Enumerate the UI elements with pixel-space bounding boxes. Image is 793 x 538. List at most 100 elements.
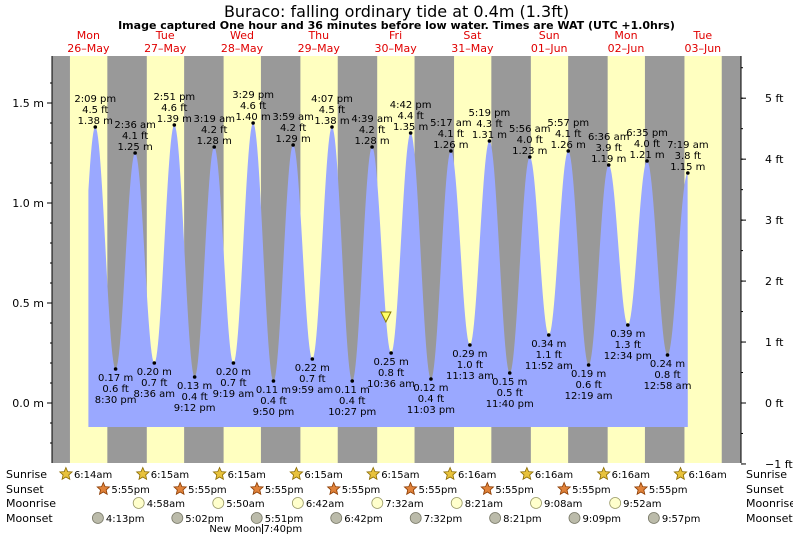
low-tide-feet: 0.5 ft bbox=[497, 388, 523, 399]
day-name: Sun bbox=[539, 29, 560, 42]
sunrise-icon bbox=[289, 466, 304, 481]
sunset-icon bbox=[557, 481, 572, 496]
tide-point bbox=[566, 149, 571, 153]
day-labels-layer: Mon26–MayTue27–MayWed28–MayThu29–MayFri3… bbox=[67, 29, 721, 55]
tide-point bbox=[370, 145, 374, 149]
new-moon-time: 7:40pm bbox=[264, 524, 303, 535]
moonset-icon bbox=[647, 512, 660, 524]
moonrise-icon bbox=[212, 497, 225, 509]
moonset-row-label-right: Moonset bbox=[746, 512, 793, 525]
sunset-time: 5:55pm bbox=[495, 485, 534, 496]
high-tide-feet: 4.5 ft bbox=[319, 105, 345, 116]
tide-point bbox=[192, 375, 197, 379]
sunset-icon bbox=[633, 481, 649, 496]
day-date: 28–May bbox=[221, 42, 264, 55]
high-tide-time: 5:19 pm bbox=[469, 108, 511, 119]
high-tide-metres: 1.29 m bbox=[276, 134, 311, 145]
moonset-time: 9:09pm bbox=[582, 514, 621, 525]
high-tide-metres: 1.38 m bbox=[78, 116, 113, 127]
high-tide-metres: 1.26 m bbox=[433, 140, 468, 151]
sunset-time: 5:55pm bbox=[649, 485, 688, 496]
day-date: 02–Jun bbox=[608, 42, 645, 55]
right-tick-label: 2 ft bbox=[765, 275, 784, 288]
sunset-icon bbox=[173, 481, 188, 496]
tide-point bbox=[449, 149, 453, 153]
sunrise-time: 6:15am bbox=[228, 470, 266, 481]
day-date: 31–May bbox=[451, 42, 494, 55]
tide-point bbox=[626, 323, 630, 327]
high-tide-metres: 1.38 m bbox=[314, 116, 349, 127]
low-tide-metres: 0.25 m bbox=[374, 357, 409, 368]
tide-point bbox=[271, 379, 276, 383]
moonset-icon bbox=[489, 512, 502, 524]
high-tide-feet: 4.6 ft bbox=[240, 101, 266, 112]
tide-point bbox=[113, 367, 118, 371]
low-tide-metres: 0.12 m bbox=[413, 383, 448, 394]
tide-point bbox=[606, 163, 611, 167]
high-tide-feet: 4.2 ft bbox=[280, 123, 306, 134]
tide-point bbox=[310, 357, 315, 361]
sunrise-time: 6:16am bbox=[612, 470, 650, 481]
sunrise-row-label-right: Sunrise bbox=[746, 468, 787, 481]
sunset-row-label-right: Sunset bbox=[746, 483, 784, 496]
moonrise-time: 8:21am bbox=[465, 499, 503, 510]
high-tide-feet: 4.1 ft bbox=[122, 131, 148, 142]
tide-point bbox=[686, 171, 690, 175]
low-tide-metres: 0.17 m bbox=[98, 373, 133, 384]
low-tide-feet: 0.7 ft bbox=[220, 378, 246, 389]
tide-point bbox=[152, 361, 157, 365]
moonset-icon bbox=[171, 512, 184, 524]
sunrise-icon bbox=[442, 466, 458, 481]
low-tide-metres: 0.19 m bbox=[571, 369, 606, 380]
low-tide-feet: 0.4 ft bbox=[418, 394, 444, 405]
moonset-time: 6:42pm bbox=[344, 514, 383, 525]
low-tide-feet: 1.1 ft bbox=[536, 350, 562, 361]
sunrise-time: 6:16am bbox=[535, 470, 573, 481]
tide-point bbox=[133, 151, 137, 155]
axes-layer: 0.0 m 0.5 m 1.0 m 1.5 m −1 ft 0 ft 1 ft 2 ft 3 f… bbox=[12, 56, 793, 471]
moonrise-time: 7:32am bbox=[385, 499, 423, 510]
left-tick-label: 0.5 m bbox=[12, 297, 44, 310]
moonset-icon bbox=[409, 512, 422, 524]
high-tide-feet: 4.6 ft bbox=[161, 103, 187, 114]
high-tide-feet: 4.1 ft bbox=[438, 129, 464, 140]
sunset-row-label: Sunset bbox=[6, 483, 44, 496]
left-tick-label: 1.5 m bbox=[12, 97, 44, 110]
low-tide-time: 11:52 am bbox=[525, 361, 573, 372]
sunrise-time: 6:14am bbox=[74, 470, 112, 481]
sunrise-icon bbox=[596, 466, 611, 481]
high-tide-time: 4:39 am bbox=[351, 114, 393, 125]
right-tick-label: 1 ft bbox=[765, 336, 784, 349]
moonrise-icon bbox=[371, 497, 384, 509]
tide-point bbox=[291, 143, 295, 147]
day-name: Tue bbox=[155, 29, 175, 42]
sunset-icon bbox=[96, 481, 111, 496]
new-moon-label: New Moon bbox=[209, 524, 261, 535]
low-tide-metres: 0.11 m bbox=[335, 385, 370, 396]
moonrise-icon bbox=[450, 497, 463, 509]
left-tick-label: 1.0 m bbox=[12, 197, 44, 210]
tide-point bbox=[546, 333, 551, 337]
low-tide-time: 9:50 pm bbox=[253, 407, 295, 418]
moonrise-time: 5:50am bbox=[226, 499, 264, 510]
low-tide-time: 8:36 am bbox=[134, 389, 176, 400]
low-tide-feet: 0.7 ft bbox=[299, 374, 325, 385]
high-tide-metres: 1.28 m bbox=[197, 136, 232, 147]
high-tide-metres: 1.23 m bbox=[512, 146, 547, 157]
low-tide-metres: 0.22 m bbox=[295, 363, 330, 374]
low-tide-metres: 0.15 m bbox=[492, 377, 527, 388]
high-tide-feet: 3.9 ft bbox=[596, 143, 622, 154]
current-tide-marker bbox=[380, 311, 392, 324]
sunrise-time: 6:15am bbox=[304, 470, 342, 481]
low-tide-time: 11:03 pm bbox=[407, 405, 455, 416]
moonrise-row-label-right: Moonrise bbox=[746, 497, 793, 510]
moonset-time: 7:32pm bbox=[424, 514, 463, 525]
high-tide-metres: 1.15 m bbox=[670, 162, 705, 173]
moonrise-time: 4:58am bbox=[147, 499, 185, 510]
sunset-time: 5:55pm bbox=[188, 485, 227, 496]
moonrise-icon bbox=[291, 497, 304, 509]
sunset-time: 5:55pm bbox=[572, 485, 611, 496]
high-tide-time: 7:19 am bbox=[667, 140, 709, 151]
moonset-row-label: Moonset bbox=[6, 512, 53, 525]
high-tide-time: 4:07 pm bbox=[311, 94, 353, 105]
